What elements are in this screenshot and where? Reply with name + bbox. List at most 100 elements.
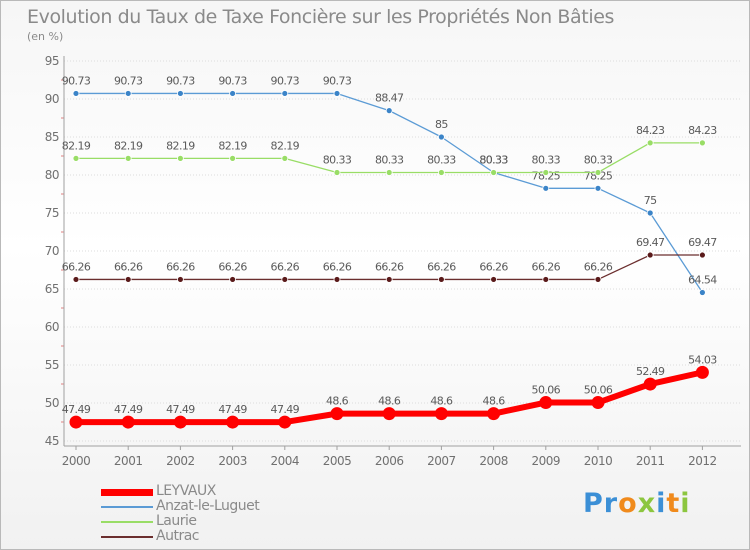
data-label: 80.33 (479, 153, 508, 166)
data-point (176, 276, 184, 283)
data-point (591, 396, 605, 410)
y-tick-label: 55 (45, 358, 59, 372)
data-point (69, 415, 83, 429)
data-point (490, 276, 498, 283)
logo-letter: i (680, 488, 691, 519)
data-label: 47.49 (218, 403, 247, 416)
x-tick-label: 2006 (375, 454, 404, 468)
data-point (281, 90, 289, 97)
logo-letter: t (666, 488, 681, 519)
legend-swatch (101, 488, 153, 496)
data-label: 80.33 (479, 153, 508, 166)
x-tick-label: 2005 (323, 454, 352, 468)
data-point (542, 276, 550, 283)
data-point (699, 251, 706, 259)
data-label: 82.19 (62, 139, 91, 152)
data-point (281, 154, 289, 162)
data-point (124, 90, 132, 97)
data-label: 47.49 (166, 403, 195, 416)
data-label: 69.47 (688, 236, 717, 249)
x-tick-label: 2012 (688, 454, 717, 468)
logo-letter: r (603, 488, 619, 519)
logo-letter: P (583, 488, 604, 519)
data-label: 66.26 (271, 260, 300, 273)
data-point (437, 276, 445, 283)
data-label: 90.73 (271, 74, 300, 87)
data-label: 66.26 (427, 260, 456, 273)
data-point (437, 133, 445, 141)
data-point (646, 251, 654, 259)
data-label: 90.73 (62, 74, 91, 87)
x-tick-label: 2010 (584, 454, 613, 468)
data-point (72, 276, 80, 283)
x-tick-label: 2001 (114, 454, 143, 468)
data-point (643, 377, 657, 391)
data-label: 47.49 (62, 403, 91, 416)
data-point (646, 139, 654, 147)
data-point (72, 90, 80, 97)
chart-subtitle: (en %) (27, 30, 64, 43)
data-label: 80.33 (375, 153, 404, 166)
x-tick-label: 2000 (62, 454, 91, 468)
data-point (434, 407, 448, 421)
data-point (646, 209, 654, 217)
data-label: 80.33 (584, 153, 613, 166)
y-tick-label: 50 (45, 396, 59, 410)
data-label: 64.54 (688, 273, 717, 286)
data-label: 47.49 (271, 403, 300, 416)
y-tick-label: 45 (45, 434, 59, 448)
proxiti-logo: Proxiti (583, 488, 691, 519)
data-label: 85 (435, 118, 448, 131)
data-label: 90.73 (166, 74, 195, 87)
y-tick-label: 70 (45, 244, 59, 258)
legend-swatch (101, 536, 153, 538)
data-point (226, 415, 240, 429)
legend-swatch (101, 521, 153, 523)
data-label: 66.26 (114, 260, 143, 273)
data-label: 48.6 (430, 395, 453, 408)
data-point (176, 90, 184, 97)
data-point (278, 415, 292, 429)
legend-label: LEYVAUX (156, 483, 216, 499)
data-point (490, 169, 498, 176)
data-label: 75 (644, 194, 657, 207)
x-tick-label: 2003 (218, 454, 247, 468)
data-label: 90.73 (114, 74, 143, 87)
data-label: 80.33 (532, 153, 561, 166)
data-point (594, 276, 602, 283)
y-tick-label: 80 (45, 168, 59, 182)
legend-label: Anzat-le-Luguet (156, 498, 260, 514)
data-point (542, 184, 550, 192)
data-label: 80.33 (427, 153, 456, 166)
data-label: 69.47 (636, 236, 665, 249)
data-point (281, 276, 289, 283)
data-point (385, 276, 393, 283)
data-point (539, 396, 553, 410)
data-point (487, 407, 501, 421)
data-label: 80.33 (323, 153, 352, 166)
data-label: 50.06 (584, 384, 613, 397)
data-point (229, 154, 237, 162)
data-point (72, 154, 80, 162)
data-point (173, 415, 187, 429)
data-point (229, 276, 237, 283)
data-label: 66.26 (323, 260, 352, 273)
data-label: 82.19 (218, 139, 247, 152)
data-point (176, 154, 184, 162)
legend-label: Autrac (156, 528, 199, 544)
data-label: 82.19 (271, 139, 300, 152)
data-label: 90.73 (218, 74, 247, 87)
x-tick-label: 2011 (636, 454, 665, 468)
data-label: 66.26 (375, 260, 404, 273)
data-point (124, 276, 132, 283)
data-point (542, 169, 550, 176)
x-tick-label: 2007 (427, 454, 456, 468)
legend-label: Laurie (156, 513, 197, 529)
data-point (229, 90, 237, 97)
data-label: 47.49 (114, 403, 143, 416)
data-label: 66.26 (218, 260, 247, 273)
y-tick-label: 65 (45, 282, 59, 296)
y-tick-label: 90 (45, 92, 59, 106)
data-point (385, 107, 393, 115)
